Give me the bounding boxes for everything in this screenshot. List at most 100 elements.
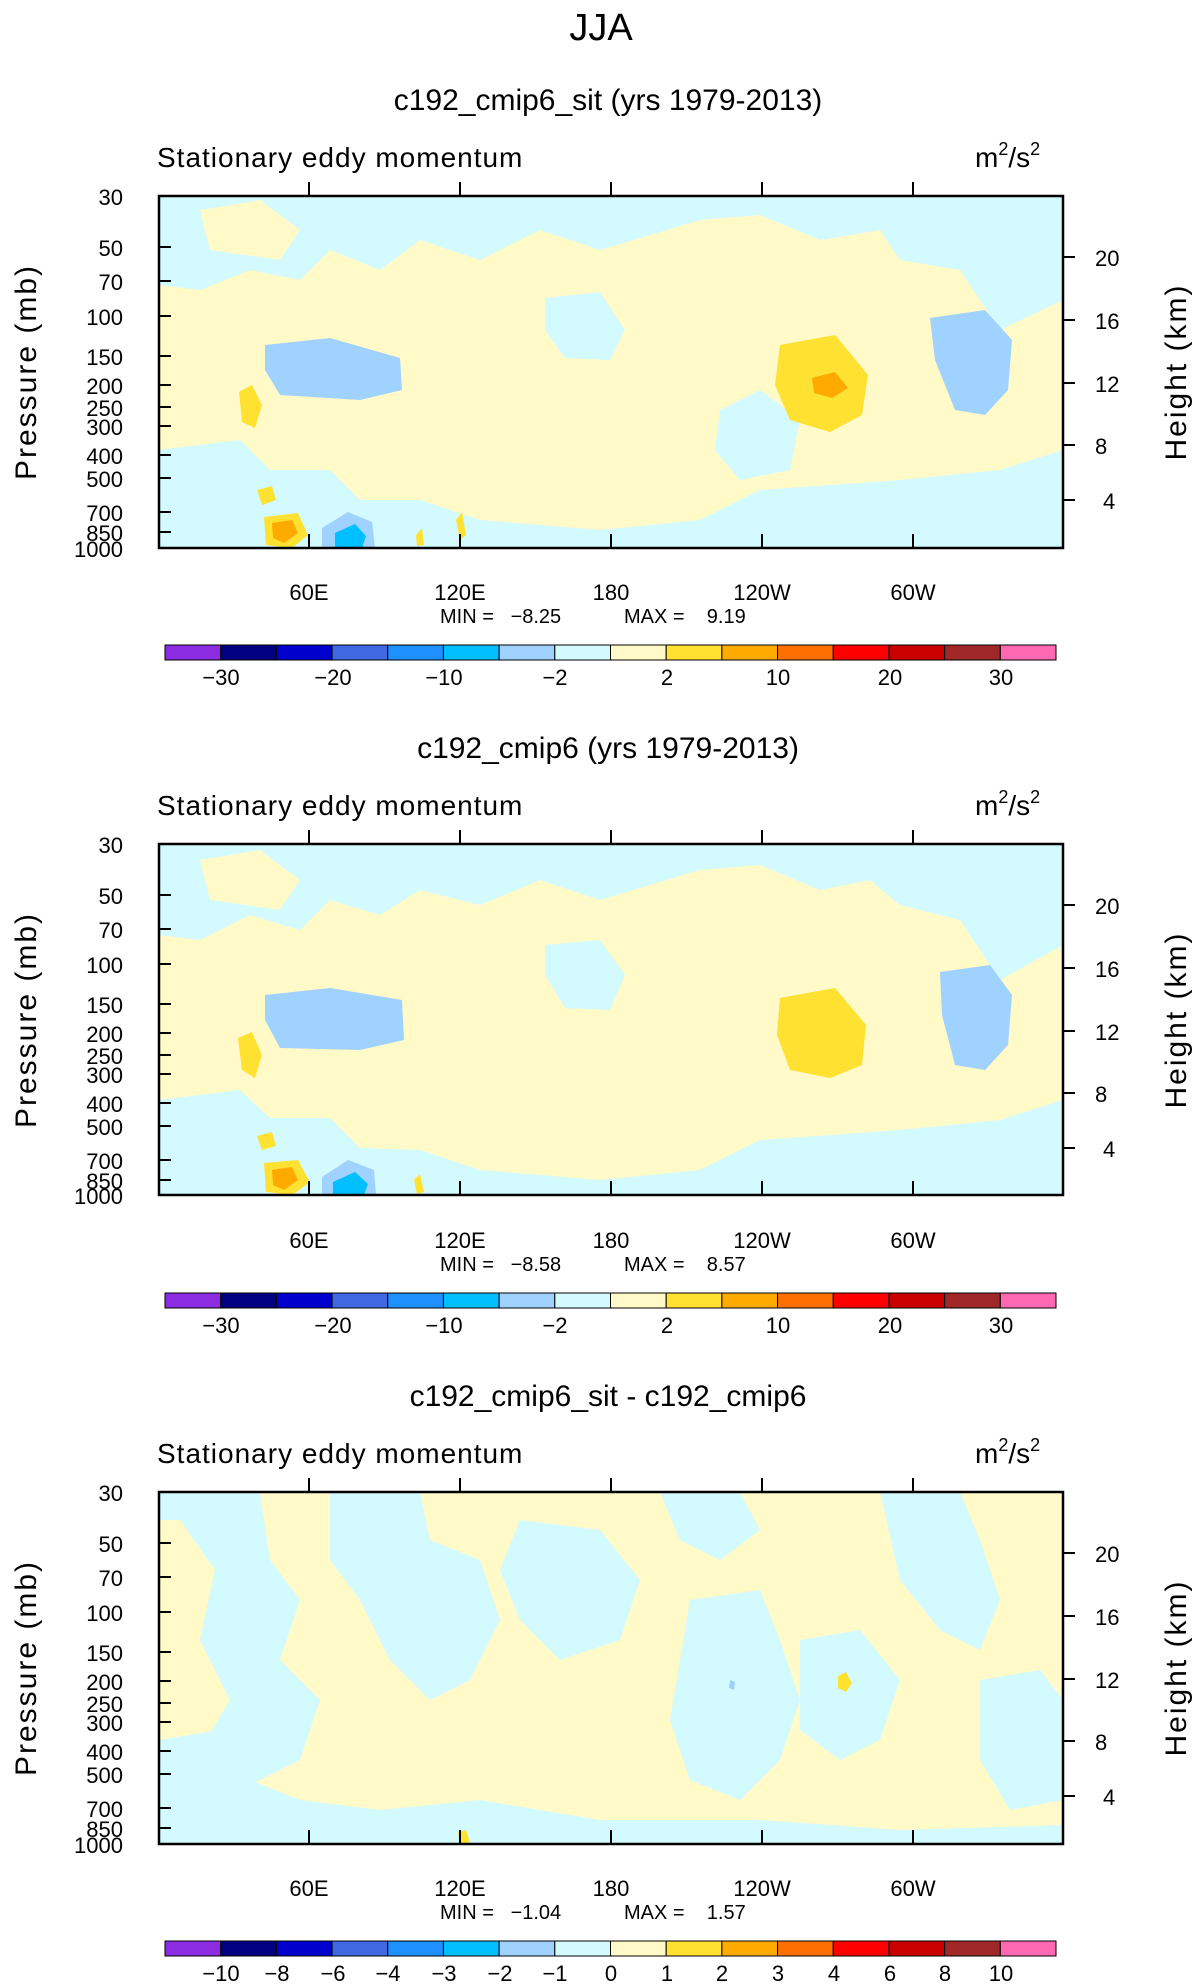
colorbar-label: 10	[766, 665, 790, 690]
y-tick: 250	[86, 1044, 171, 1069]
colorbar-swatch	[164, 1292, 222, 1309]
svg-text:8: 8	[1095, 434, 1107, 459]
colorbar-swatch	[220, 1292, 277, 1309]
page-title: JJA	[569, 7, 633, 49]
x-tick-label: 60W	[890, 580, 935, 605]
svg-text:8: 8	[1095, 1730, 1107, 1755]
y-tick-right: 12	[1063, 372, 1119, 397]
colorbar-swatch	[832, 644, 890, 661]
colorbar-swatch	[777, 644, 834, 661]
region-light-blue-lower	[159, 1730, 1063, 1844]
x-tick-label: 120E	[434, 1228, 485, 1253]
colorbar-swatch	[721, 644, 779, 661]
colorbar-swatch	[944, 1940, 1001, 1957]
y-tick: 250	[86, 1692, 171, 1717]
panel-1: c192_cmip6_sit (yrs 1979-2013) Stationar…	[10, 84, 1193, 690]
svg-text:850: 850	[86, 1169, 123, 1194]
colorbar-label: 0	[605, 1961, 617, 1986]
colorbar-label: 6	[884, 1961, 896, 1986]
colorbar-swatch	[275, 1940, 333, 1957]
x-tick-label: 180	[593, 580, 630, 605]
x-tick-label: 120W	[733, 1876, 791, 1901]
x-tick-label: 120E	[434, 580, 485, 605]
svg-text:70: 70	[99, 918, 123, 943]
y-tick: 400	[86, 444, 171, 469]
svg-text:70: 70	[99, 1566, 123, 1591]
y-tick: 30	[99, 185, 171, 210]
svg-text:300: 300	[86, 1711, 123, 1736]
svg-text:30: 30	[99, 1481, 123, 1506]
y-tick-right: 20	[1063, 246, 1119, 271]
y-tick-right: 4	[1063, 1137, 1115, 1162]
contour-field	[159, 844, 1063, 1195]
colorbar-label: 30	[989, 1313, 1013, 1338]
y-tick: 300	[86, 415, 171, 440]
y-tick-right: 8	[1063, 1082, 1107, 1107]
contour-field	[159, 1492, 1063, 1844]
y-tick: 150	[86, 993, 171, 1018]
svg-text:850: 850	[86, 521, 123, 546]
y-tick: 400	[86, 1092, 171, 1117]
max-label: MAX = 9.19	[624, 606, 746, 628]
colorbar-label: 4	[828, 1961, 840, 1986]
colorbar-labels: −10 −8 −6 −4 −3 −2 −1 0 1 2 3 4 6 8 10	[202, 1961, 1013, 1986]
units-label: m2/s2	[975, 139, 1040, 173]
colorbar-label: −2	[487, 1961, 512, 1986]
svg-text:250: 250	[86, 1044, 123, 1069]
colorbar-label: 2	[661, 665, 673, 690]
panel-2: c192_cmip6 (yrs 1979-2013) Stationary ed…	[10, 732, 1193, 1338]
colorbar-swatch	[888, 1292, 946, 1309]
units-label: m2/s2	[975, 1435, 1040, 1469]
colorbar-swatch	[164, 644, 222, 661]
svg-text:150: 150	[86, 993, 123, 1018]
y-axis-label-left: Pressure (mb)	[10, 912, 43, 1128]
colorbar-label: 1	[661, 1961, 673, 1986]
max-label: MAX = 1.57	[624, 1902, 746, 1924]
colorbar-swatch	[275, 1292, 333, 1309]
svg-text:150: 150	[86, 345, 123, 370]
svg-text:250: 250	[86, 1692, 123, 1717]
colorbar-label: −6	[320, 1961, 345, 1986]
svg-text:1000: 1000	[74, 537, 123, 562]
colorbar-swatch	[275, 644, 333, 661]
y-tick-right: 4	[1063, 489, 1115, 514]
y-axis-left: 30 50 70 100 150 200 250 300 400 500 700…	[74, 185, 171, 562]
y-tick-right: 4	[1063, 1785, 1115, 1810]
x-tick-label: 60E	[289, 1228, 328, 1253]
region-light-blue	[159, 844, 1063, 980]
colorbar-label: 3	[772, 1961, 784, 1986]
region-light-blue	[159, 1492, 320, 1800]
y-tick: 500	[86, 1115, 171, 1140]
svg-text:16: 16	[1095, 309, 1119, 334]
y-tick: 1000	[74, 1833, 171, 1858]
y-tick: 200	[86, 374, 171, 399]
colorbar-label: −10	[425, 665, 462, 690]
colorbar-swatch	[331, 1292, 389, 1309]
y-axis-label-right: Height (km)	[1160, 931, 1193, 1108]
x-tick-label: 120W	[733, 580, 791, 605]
svg-text:700: 700	[86, 1797, 123, 1822]
colorbar-swatch	[665, 644, 723, 661]
y-tick: 850	[86, 1817, 171, 1842]
y-tick: 30	[99, 833, 171, 858]
region-light-blue-lower	[159, 1090, 1063, 1195]
svg-text:700: 700	[86, 1149, 123, 1174]
colorbar	[164, 644, 1057, 661]
min-label: MIN = −8.25	[440, 606, 561, 628]
y-axis-right: 20 16 12 8 4	[1063, 1542, 1119, 1810]
svg-text:500: 500	[86, 1763, 123, 1788]
colorbar-swatch	[498, 1940, 556, 1957]
colorbar-label: 8	[939, 1961, 951, 1986]
colorbar-swatch	[832, 1292, 890, 1309]
colorbar-label: −4	[375, 1961, 400, 1986]
colorbar-swatch	[554, 1292, 611, 1309]
svg-text:20: 20	[1095, 246, 1119, 271]
svg-text:12: 12	[1095, 1020, 1119, 1045]
svg-text:12: 12	[1095, 372, 1119, 397]
svg-text:400: 400	[86, 1740, 123, 1765]
y-tick: 50	[99, 1532, 171, 1557]
y-tick: 850	[86, 1169, 171, 1194]
colorbar-label: −1	[542, 1961, 567, 1986]
x-tick-label: 60W	[890, 1876, 935, 1901]
colorbar-labels: −30 −20 −10 −2 2 10 20 30	[202, 1313, 1013, 1338]
